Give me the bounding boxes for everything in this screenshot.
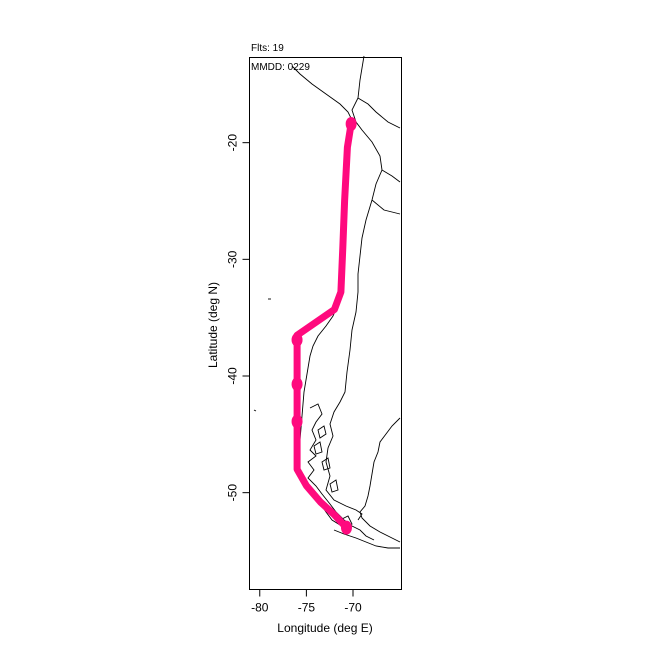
x-axis-label: Longitude (deg E) bbox=[277, 621, 372, 635]
x-tick-label: -80 bbox=[251, 601, 269, 615]
andes-border bbox=[325, 55, 383, 521]
flight-marker bbox=[291, 332, 303, 347]
y-axis-label: Latitude (deg N) bbox=[206, 282, 220, 368]
flight-marker bbox=[291, 377, 303, 392]
coast-atlantic bbox=[359, 417, 401, 543]
y-tick-label: -30 bbox=[226, 250, 240, 268]
island-small-2 bbox=[313, 441, 323, 455]
coastline-basemap bbox=[253, 55, 401, 549]
x-tick-label: -70 bbox=[344, 601, 362, 615]
flights-label: Flts: 19 bbox=[251, 43, 284, 54]
flight-track-line bbox=[293, 120, 355, 532]
flight-track-layer bbox=[291, 117, 357, 535]
flight-marker bbox=[345, 117, 357, 131]
border-east bbox=[381, 169, 401, 183]
x-tick-label: -75 bbox=[298, 601, 316, 615]
y-tick-label: -50 bbox=[226, 484, 240, 502]
y-axis: -20 -30 -40 -50 bbox=[226, 134, 250, 502]
island-offshore-2 bbox=[253, 409, 257, 412]
flight-marker bbox=[291, 414, 303, 429]
date-label: MMDD: 0229 bbox=[251, 62, 310, 73]
y-tick-label: -20 bbox=[226, 134, 240, 152]
tierra-del-fuego bbox=[333, 529, 400, 549]
border-argentina bbox=[371, 199, 401, 215]
x-axis: -80 -75 -70 bbox=[251, 589, 362, 615]
island-small-4 bbox=[329, 479, 339, 493]
island-small-3 bbox=[321, 457, 331, 471]
flight-marker bbox=[340, 520, 352, 535]
border-north bbox=[357, 97, 401, 129]
y-tick-label: -40 bbox=[226, 367, 240, 385]
island-small-1 bbox=[317, 425, 327, 439]
